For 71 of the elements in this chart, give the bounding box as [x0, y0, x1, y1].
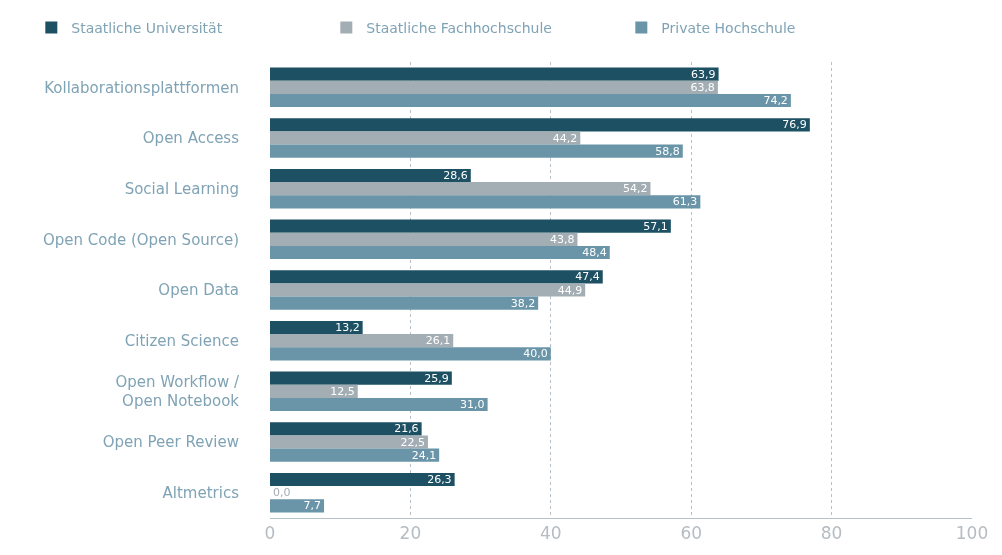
- data-label: 38,2: [510, 296, 536, 310]
- bar: [270, 80, 718, 94]
- bar: [270, 371, 452, 385]
- data-label: 44,9: [557, 283, 583, 297]
- x-tick-label: 80: [820, 523, 843, 544]
- x-tick-label: 0: [264, 523, 276, 544]
- y-tick-label: Open Code (Open Source): [42, 230, 239, 249]
- y-tick-label: Citizen Science: [124, 331, 239, 350]
- bar: [270, 435, 428, 449]
- y-tick-label: Open Peer Review: [102, 433, 239, 452]
- bar: [270, 131, 581, 145]
- data-label: 26,1: [425, 334, 451, 348]
- data-label: 76,9: [782, 118, 807, 132]
- bar: [270, 118, 810, 132]
- bar: [270, 448, 440, 462]
- data-label: 48,4: [582, 246, 607, 260]
- data-label: 74,2: [763, 94, 788, 108]
- data-label: 13,2: [335, 320, 360, 334]
- data-label: 44,2: [552, 131, 578, 145]
- y-tick-label: Altmetrics: [162, 483, 240, 502]
- bar: [270, 67, 719, 81]
- y-tick-label: Open Data: [158, 281, 239, 300]
- bar: [270, 245, 610, 260]
- data-label: 25,9: [424, 371, 449, 385]
- legend-label: Private Hochschule: [661, 19, 796, 36]
- legend-label: Staatliche Fachhochschule: [366, 19, 552, 36]
- bar: [270, 422, 422, 436]
- bar: [270, 168, 471, 183]
- x-tick-label: 20: [399, 523, 422, 544]
- data-label: 54,2: [622, 182, 648, 196]
- data-label: 28,6: [443, 168, 468, 182]
- bar: [270, 397, 488, 412]
- data-label: 63,8: [690, 80, 715, 94]
- data-label: 63,9: [691, 67, 716, 81]
- bar: [270, 182, 651, 196]
- data-label: 7,7: [303, 499, 322, 513]
- bar: [270, 270, 603, 284]
- data-label: 40,0: [523, 347, 548, 361]
- bar: [270, 232, 578, 246]
- bar: [270, 499, 325, 513]
- data-label: 57,1: [643, 219, 668, 233]
- bar: [270, 384, 358, 398]
- data-label: 24,1: [411, 448, 437, 462]
- data-label: 0,0: [273, 486, 291, 500]
- y-tick-label: Open Workflow / Open Notebook: [115, 372, 240, 411]
- x-tick-label: 40: [539, 523, 562, 544]
- bar: [270, 334, 454, 348]
- data-label: 47,4: [575, 270, 600, 284]
- bar: [270, 296, 539, 310]
- bar: [270, 93, 791, 108]
- data-label: 31,0: [460, 398, 485, 412]
- data-label: 58,8: [655, 144, 680, 158]
- y-tick-label: Kollaborationsplattformen: [44, 78, 239, 97]
- bar: [270, 283, 586, 297]
- y-tick-label: Open Access: [142, 129, 240, 148]
- data-label: 12,5: [330, 384, 355, 398]
- bar: [270, 347, 551, 361]
- bar: [270, 195, 701, 209]
- data-label: 21,6: [394, 422, 419, 436]
- bar: [270, 320, 363, 335]
- x-tick-label: 100: [955, 523, 989, 544]
- data-label: 26,3: [427, 472, 452, 486]
- data-label: 22,5: [400, 435, 425, 449]
- data-label: 61,3: [672, 195, 698, 209]
- bar: [270, 144, 683, 158]
- data-label: 43,8: [549, 232, 575, 246]
- bar: [270, 472, 455, 487]
- bar: [270, 219, 671, 233]
- y-tick-label: Social Learning: [124, 179, 239, 198]
- x-tick-label: 60: [680, 523, 703, 544]
- legend-label: Staatliche Universität: [71, 19, 223, 36]
